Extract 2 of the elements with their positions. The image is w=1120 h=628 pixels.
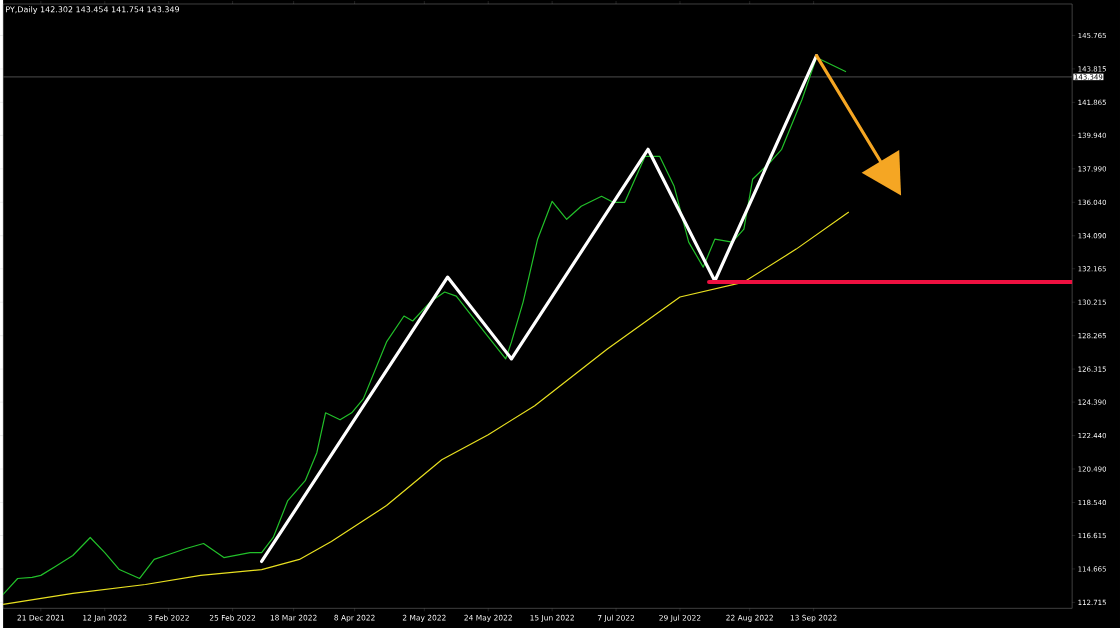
- line-series: [260, 53, 819, 563]
- line-series: [3, 211, 850, 605]
